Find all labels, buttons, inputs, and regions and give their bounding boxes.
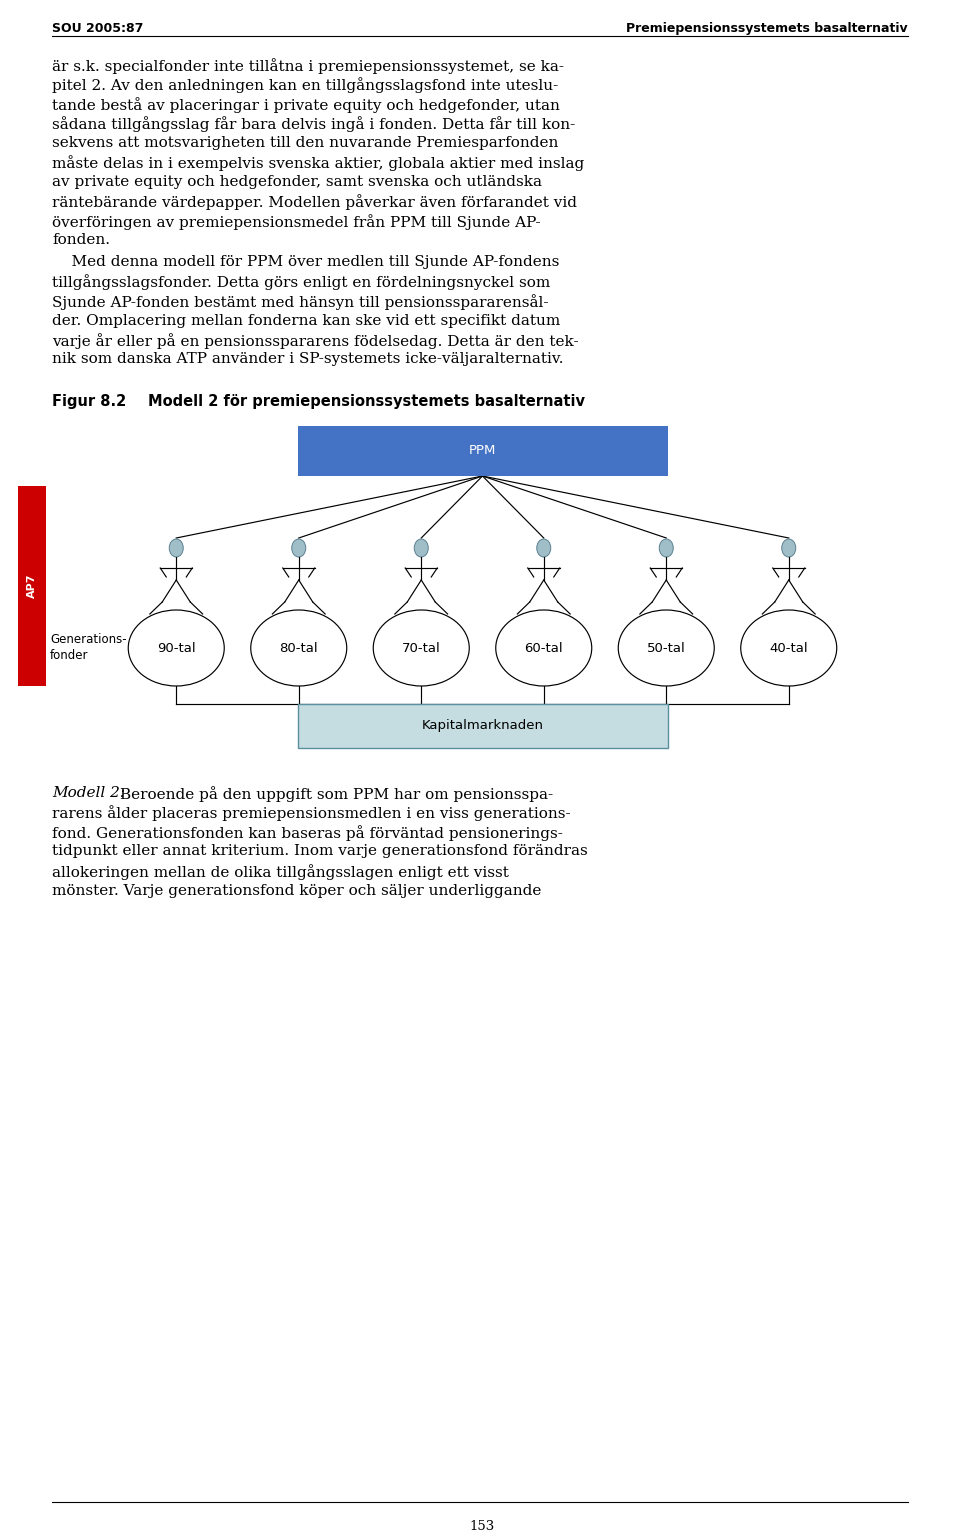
Text: 90-tal: 90-tal xyxy=(156,642,196,654)
Text: SOU 2005:87: SOU 2005:87 xyxy=(52,21,143,35)
Text: PPM: PPM xyxy=(468,444,496,458)
Text: sådana tillgångsslag får bara delvis ingå i fonden. Detta får till kon-: sådana tillgångsslag får bara delvis ing… xyxy=(52,116,575,132)
Text: Generations-: Generations- xyxy=(50,633,127,647)
Text: Modell 2:: Modell 2: xyxy=(52,786,125,800)
Text: fonden.: fonden. xyxy=(52,233,110,248)
Text: tillgångsslagsfonder. Detta görs enligt en fördelningsnyckel som: tillgångsslagsfonder. Detta görs enligt … xyxy=(52,274,550,291)
Ellipse shape xyxy=(618,610,714,686)
Text: der. Omplacering mellan fonderna kan ske vid ett specifikt datum: der. Omplacering mellan fonderna kan ske… xyxy=(52,314,561,328)
Ellipse shape xyxy=(660,539,673,558)
Text: 50-tal: 50-tal xyxy=(647,642,685,654)
Bar xyxy=(298,426,667,476)
Text: 153: 153 xyxy=(469,1520,495,1532)
Text: fonder: fonder xyxy=(50,650,88,662)
Text: räntebärande värdepapper. Modellen påverkar även förfarandet vid: räntebärande värdepapper. Modellen påver… xyxy=(52,195,577,210)
Text: nik som danska ATP använder i SP-systemets icke-väljaralternativ.: nik som danska ATP använder i SP-systeme… xyxy=(52,352,564,366)
Text: tande bestå av placeringar i private equity och hedgefonder, utan: tande bestå av placeringar i private equ… xyxy=(52,97,560,113)
Text: allokeringen mellan de olika tillgångsslagen enligt ett visst: allokeringen mellan de olika tillgångssl… xyxy=(52,864,509,879)
Text: 70-tal: 70-tal xyxy=(402,642,441,654)
Text: 40-tal: 40-tal xyxy=(769,642,808,654)
Text: varje år eller på en pensionsspararens födelsedag. Detta är den tek-: varje år eller på en pensionsspararens f… xyxy=(52,332,579,349)
Ellipse shape xyxy=(169,539,183,558)
Text: rarens ålder placeras premiepensionsmedlen i en viss generations-: rarens ålder placeras premiepensionsmedl… xyxy=(52,806,570,821)
Ellipse shape xyxy=(781,539,796,558)
Ellipse shape xyxy=(495,610,591,686)
Text: Beroende på den uppgift som PPM har om pensionsspa-: Beroende på den uppgift som PPM har om p… xyxy=(120,786,553,801)
Text: 60-tal: 60-tal xyxy=(524,642,564,654)
Text: tidpunkt eller annat kriterium. Inom varje generationsfond förändras: tidpunkt eller annat kriterium. Inom var… xyxy=(52,844,588,858)
Text: av private equity och hedgefonder, samt svenska och utländska: av private equity och hedgefonder, samt … xyxy=(52,175,542,188)
Text: 80-tal: 80-tal xyxy=(279,642,318,654)
Text: AP7: AP7 xyxy=(27,574,37,599)
Bar xyxy=(18,486,46,686)
Text: Sjunde AP-fonden bestämt med hänsyn till pensionsspararensål-: Sjunde AP-fonden bestämt med hänsyn till… xyxy=(52,294,548,309)
Text: sekvens att motsvarigheten till den nuvarande Premiesparfonden: sekvens att motsvarigheten till den nuva… xyxy=(52,136,559,150)
Ellipse shape xyxy=(129,610,225,686)
Text: Premiepensionssystemets basalternativ: Premiepensionssystemets basalternativ xyxy=(626,21,908,35)
Text: Figur 8.2: Figur 8.2 xyxy=(52,394,127,409)
Ellipse shape xyxy=(415,539,428,558)
Ellipse shape xyxy=(292,539,305,558)
Text: överföringen av premiepensionsmedel från PPM till Sjunde AP-: överföringen av premiepensionsmedel från… xyxy=(52,214,540,230)
Ellipse shape xyxy=(741,610,837,686)
Text: fond. Generationsfonden kan baseras på förväntad pensionerings-: fond. Generationsfonden kan baseras på f… xyxy=(52,826,563,841)
Ellipse shape xyxy=(373,610,469,686)
Ellipse shape xyxy=(537,539,551,558)
Text: är s.k. specialfonder inte tillåtna i premiepensionssystemet, se ka-: är s.k. specialfonder inte tillåtna i pr… xyxy=(52,58,564,74)
Text: pitel 2. Av den anledningen kan en tillgångsslagsfond inte uteslu-: pitel 2. Av den anledningen kan en tillg… xyxy=(52,78,559,93)
Text: Modell 2 för premiepensionssystemets basalternativ: Modell 2 för premiepensionssystemets bas… xyxy=(148,394,585,409)
Text: mönster. Varje generationsfond köper och säljer underliggande: mönster. Varje generationsfond köper och… xyxy=(52,884,541,898)
Text: Kapitalmarknaden: Kapitalmarknaden xyxy=(421,720,543,732)
Text: Med denna modell för PPM över medlen till Sjunde AP-fondens: Med denna modell för PPM över medlen til… xyxy=(52,254,560,270)
Bar xyxy=(298,705,667,748)
Ellipse shape xyxy=(251,610,347,686)
Text: måste delas in i exempelvis svenska aktier, globala aktier med inslag: måste delas in i exempelvis svenska akti… xyxy=(52,156,585,172)
